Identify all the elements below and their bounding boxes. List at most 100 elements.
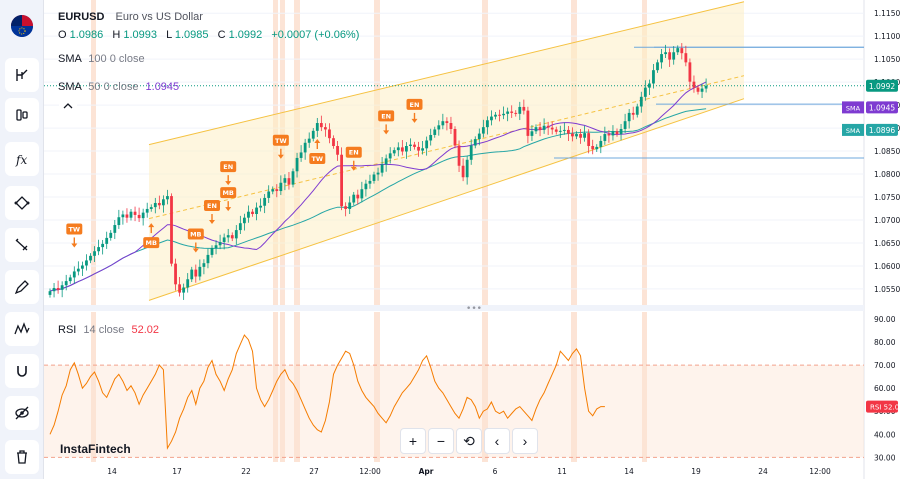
candle [619,128,623,135]
sma50-legend[interactable]: SMA 50 0 close 1.0945 [58,80,365,94]
magnet-icon[interactable] [5,354,39,388]
open-value: 1.0986 [69,29,104,41]
eye-icon[interactable] [5,396,39,430]
event-marker: MB [187,228,204,253]
price-label-name: SMA [846,127,861,135]
flag-icon[interactable] [11,15,33,37]
zoom-controls: + − ⟲ ‹ › [400,428,538,454]
svg-text:fx: fx [15,153,27,167]
price-label-value: 1.0945 [869,103,895,112]
rsi-line [49,334,605,450]
candle [319,123,323,128]
candle [303,142,307,153]
chevron-up-icon [63,103,73,109]
candle [206,254,210,264]
candle [498,114,501,116]
candle [680,48,684,54]
candle [684,53,688,63]
candle [668,52,672,60]
candle [554,129,558,132]
price-label [866,101,898,114]
candle [149,207,153,209]
candle [178,284,181,293]
candle [627,112,631,122]
event-marker-label: EN [410,101,420,109]
candle [194,269,198,277]
time-tick-label: 22 [241,467,251,476]
price-tick-label: 1.0650 [874,239,900,248]
event-marker-label: EN [207,202,217,210]
candle [85,260,88,266]
candle [153,202,157,208]
zoom-out-button[interactable]: − [428,428,454,454]
chart-canvas[interactable]: ••• 1.0550 1.0600 1.0650 1.0700 1.0750 1.0800… [44,0,900,479]
candle [234,230,238,239]
time-tick-label: 14 [624,467,634,476]
price-tick-label: 1.1050 [874,55,900,64]
brush-icon[interactable] [5,228,39,262]
event-marker-label: EN [223,163,233,171]
event-marker-label: TW [311,155,323,163]
candle [587,133,591,146]
channel-fill [149,1,744,301]
candle [429,134,433,141]
bars-icon[interactable] [5,98,39,132]
symbol-name[interactable]: EURUSD [58,11,105,23]
candle [89,255,92,261]
event-marker-label: MB [190,231,201,239]
candle [275,189,279,192]
cursor-icon[interactable] [5,58,39,92]
zoom-in-button[interactable]: + [400,428,426,454]
candle [704,85,708,89]
collapse-legend-button[interactable] [59,100,77,114]
node-icon[interactable] [5,186,39,220]
candle [648,83,651,88]
scroll-left-button[interactable]: ‹ [484,428,510,454]
candle [457,145,461,166]
candle [291,171,295,185]
price-label [866,79,898,92]
scroll-right-button[interactable]: › [512,428,538,454]
panel-resize-handle: ••• [466,304,482,314]
event-marker: EN [378,110,395,135]
pattern-icon[interactable] [5,312,39,346]
candle [324,127,327,130]
candle [664,52,667,55]
candle [271,189,275,192]
candle [688,62,692,82]
candle [81,265,84,269]
candle [502,113,505,116]
candle [490,116,493,121]
pen-icon[interactable] [5,270,39,304]
candle [202,263,206,267]
reset-zoom-button[interactable]: ⟲ [456,428,482,454]
event-marker-label: EN [349,149,359,157]
candle [583,133,586,138]
price-label-value: 1.0896 [869,126,895,135]
candle [449,123,453,129]
rsi-legend[interactable]: RSI 14 close 52.02 [58,324,159,336]
price-tick-label: 1.1100 [874,32,900,41]
candle [76,268,80,272]
time-tick-label: 6 [493,467,498,476]
candle [409,144,412,146]
candle [392,150,396,154]
fx-icon[interactable]: fx [5,142,39,176]
sma100-legend[interactable]: SMA 100 0 close [58,52,365,66]
candle [441,121,445,126]
channel-lower [148,98,745,301]
candle [514,112,518,114]
candle [437,125,441,130]
candle [52,287,56,292]
event-marker-label: TW [68,225,80,233]
event-marker: EN [345,146,362,171]
candle [137,214,141,219]
candle [263,197,267,206]
open-label: O [58,29,67,41]
candle [421,148,424,151]
candle [550,127,554,130]
candle [542,125,546,130]
trash-icon[interactable] [5,440,39,474]
time-tick-label: 27 [309,467,319,476]
candle [696,87,700,92]
